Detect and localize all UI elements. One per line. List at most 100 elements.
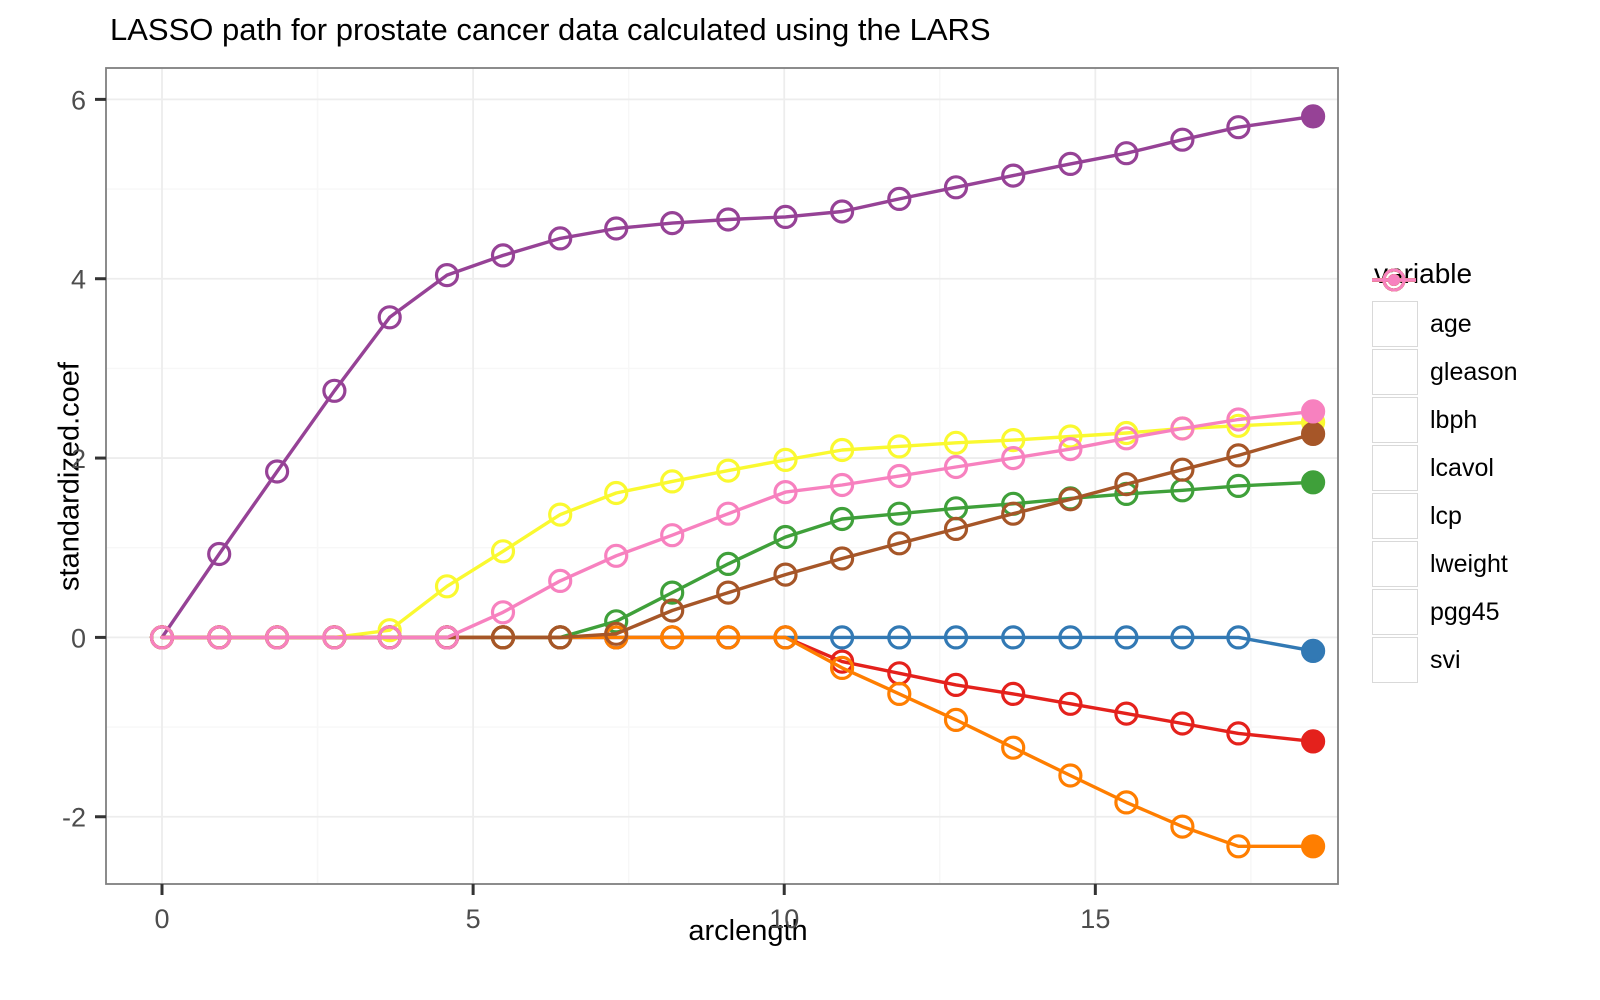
legend-key-lweight [1372, 268, 1418, 587]
data-point-svi [660, 523, 685, 548]
data-point-pgg45 [1058, 487, 1083, 512]
data-point-svi [434, 625, 460, 650]
legend-item-svi[interactable]: svi [1372, 268, 1518, 684]
data-point-lweight [773, 447, 798, 472]
data-point-lcavol [604, 216, 629, 241]
data-point-svi [887, 463, 912, 489]
data-point-age [1170, 711, 1195, 736]
data-point-gleason [829, 625, 855, 650]
data-point-lcavol [1114, 141, 1139, 166]
legend-key-lcp [1372, 268, 1418, 539]
data-point-svi [548, 568, 573, 594]
data-point-lcp [1300, 834, 1326, 859]
legend-item-lcp[interactable]: lcp [1372, 268, 1518, 540]
data-point-lweight [1058, 424, 1083, 449]
data-point-gleason [1114, 625, 1139, 650]
data-point-lweight [660, 469, 685, 494]
data-point-pgg45 [943, 516, 969, 542]
data-point-svi [773, 480, 798, 505]
x-tick-label: 15 [1080, 904, 1110, 934]
data-point-lcp [887, 681, 912, 707]
y-tick-label: -2 [62, 803, 86, 833]
data-point-lcavol [1058, 151, 1083, 176]
legend-item-lcavol[interactable]: lcavol [1372, 268, 1518, 492]
data-point-svi [943, 454, 969, 480]
legend-item-pgg45[interactable]: pgg45 [1372, 268, 1518, 636]
data-point-pgg45 [548, 625, 573, 650]
data-point-lbph [716, 551, 741, 577]
data-point-lcavol [377, 305, 402, 330]
chart-title: LASSO path for prostate cancer data calc… [110, 12, 991, 47]
series-svi [149, 399, 1326, 650]
legend-label-lcavol: lcavol [1430, 453, 1494, 482]
data-point-lcavol [1300, 104, 1326, 129]
data-point-gleason [943, 625, 969, 650]
legend-item-gleason[interactable]: gleason [1372, 268, 1518, 396]
y-tick-label: 2 [71, 444, 86, 474]
series-line-svi [160, 409, 1315, 640]
data-point-svi [207, 625, 232, 650]
data-point-lweight [829, 437, 855, 463]
data-point-age [943, 672, 969, 698]
data-point-lbph [887, 501, 912, 526]
x-tick-label: 0 [154, 904, 169, 934]
data-point-svi [1058, 437, 1083, 462]
legend-label-lweight: lweight [1430, 549, 1508, 578]
data-point-age [1058, 691, 1083, 716]
data-point-lcavol [1170, 127, 1195, 152]
series-line-lweight [160, 420, 1315, 640]
y-tick-label: 4 [71, 265, 86, 295]
legend-label-lcp: lcp [1430, 501, 1462, 530]
data-point-pgg45 [829, 546, 855, 571]
data-point-pgg45 [1001, 501, 1026, 526]
legend-key-gleason [1372, 268, 1418, 395]
data-point-lweight [943, 430, 969, 455]
data-point-lcp [829, 655, 855, 681]
data-point-lcp [1170, 814, 1195, 839]
data-point-lweight [434, 574, 460, 599]
legend-key-lcavol [1372, 268, 1418, 491]
data-point-svi [1001, 446, 1026, 471]
data-point-age [1226, 721, 1251, 746]
data-point-gleason [1001, 625, 1026, 650]
data-point-svi [1226, 407, 1251, 432]
data-point-lbph [1226, 473, 1251, 498]
legend-key-age [1372, 268, 1418, 347]
x-axis-label: arclength [688, 915, 808, 947]
data-point-lcavol [660, 211, 685, 236]
data-point-lcp [1226, 834, 1251, 859]
legend-item-lweight[interactable]: lweight [1372, 268, 1518, 588]
legend-label-svi: svi [1430, 645, 1461, 674]
data-point-svi [490, 600, 516, 625]
data-point-lcavol [207, 541, 232, 567]
data-point-lbph [660, 580, 685, 605]
data-point-lbph [1300, 470, 1326, 495]
data-point-pgg45 [1300, 421, 1326, 446]
data-point-pgg45 [660, 598, 685, 623]
legend-label-lbph: lbph [1430, 405, 1478, 434]
data-point-pgg45 [1170, 457, 1195, 482]
panel-border [105, 67, 1339, 885]
data-point-pgg45 [1226, 443, 1251, 468]
data-point-lweight [490, 539, 516, 564]
legend-item-age[interactable]: age [1372, 268, 1518, 348]
data-point-lcp [660, 625, 685, 650]
data-point-lcp [943, 707, 969, 733]
data-point-lcavol [322, 378, 347, 403]
data-point-gleason [887, 625, 912, 650]
data-point-lcavol [773, 204, 798, 229]
legend-key-svi [1372, 268, 1418, 683]
data-point-age [1300, 729, 1326, 754]
data-point-lcavol [887, 186, 912, 211]
data-point-svi [1170, 416, 1195, 441]
data-point-svi [829, 472, 855, 498]
series-line-lcavol [160, 114, 1315, 640]
y-tick-label: 6 [71, 85, 86, 115]
data-point-svi [604, 543, 629, 568]
legend-item-lbph[interactable]: lbph [1372, 268, 1518, 444]
data-point-lbph [604, 609, 629, 634]
data-point-gleason [1058, 625, 1083, 650]
data-point-lweight [716, 458, 741, 483]
legend-key-pgg45 [1372, 268, 1418, 635]
